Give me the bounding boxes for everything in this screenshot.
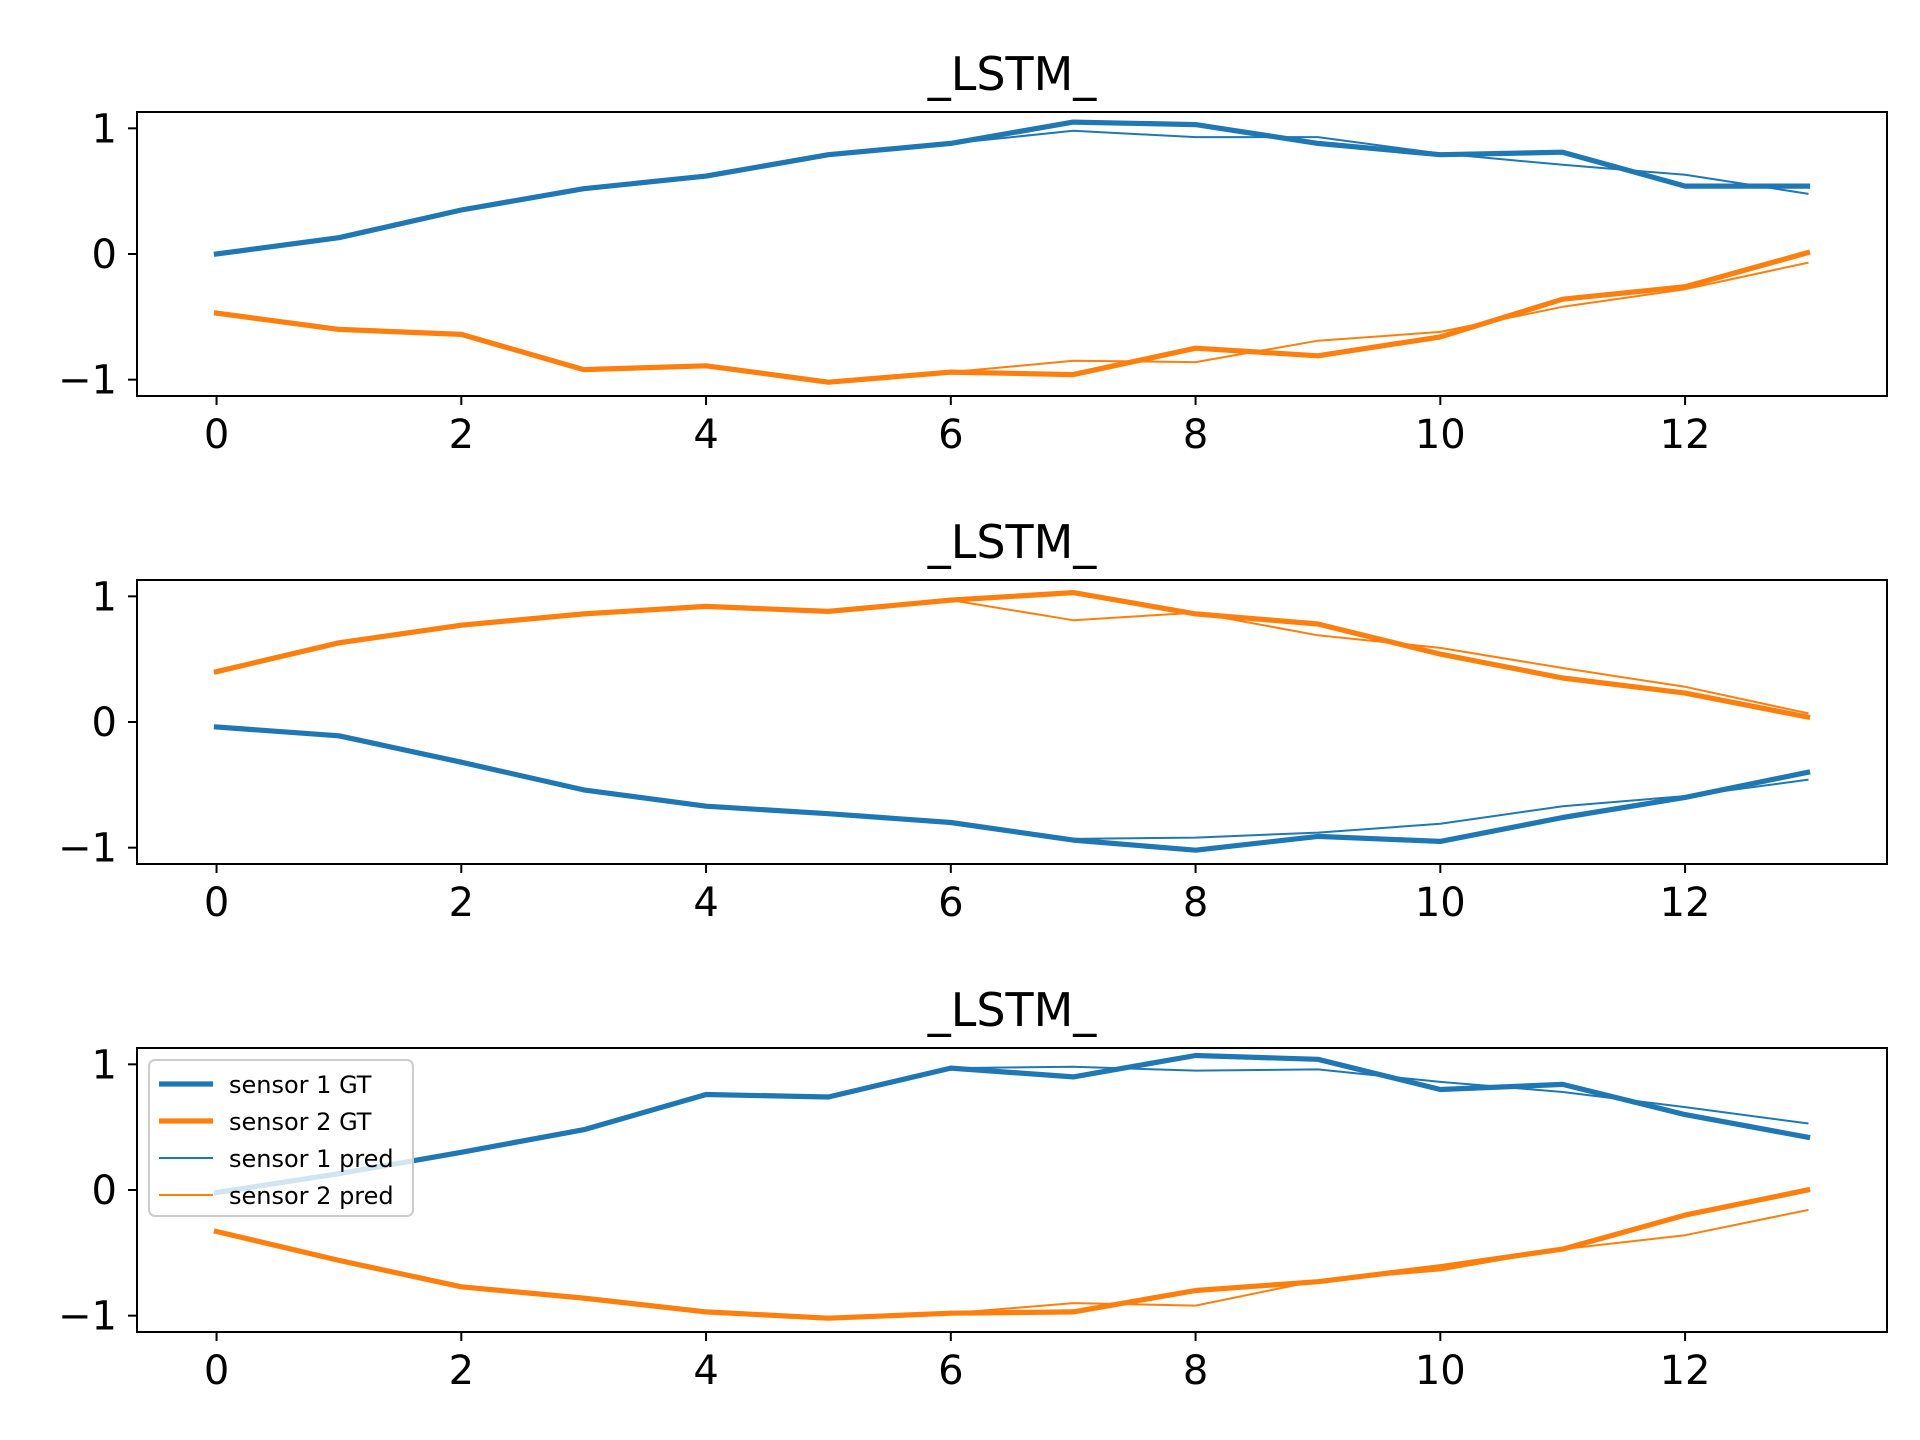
subplot-3: _LSTM_ 0 2 4 6 8 10 12 −1 0 1 sensor 1 GT sensor 2 G… bbox=[58, 983, 1888, 1394]
series-line-s1gt bbox=[213, 724, 1811, 853]
x-tick-label: 8 bbox=[1183, 412, 1208, 458]
x-tick-label: 2 bbox=[449, 1348, 474, 1394]
x-tick-label: 4 bbox=[693, 880, 718, 926]
y-tick-label: 0 bbox=[92, 700, 117, 746]
y-tick-label: 1 bbox=[92, 1042, 117, 1088]
legend-label-s1pred: sensor 1 pred bbox=[229, 1145, 394, 1173]
x-tick-label: 2 bbox=[449, 412, 474, 458]
series-line-s1pred bbox=[215, 1065, 1809, 1194]
y-tick-label: −1 bbox=[58, 1294, 117, 1340]
x-tick-label: 6 bbox=[938, 412, 963, 458]
legend-box bbox=[148, 1059, 414, 1217]
y-tick-label: 0 bbox=[92, 1168, 117, 1214]
series-line-s2pred bbox=[215, 1208, 1809, 1320]
subplot-2: _LSTM_ 0 2 4 6 8 10 12 −1 0 1 bbox=[58, 515, 1888, 926]
plot-area bbox=[213, 589, 1811, 853]
legend-label-s1gt: sensor 1 GT bbox=[229, 1071, 372, 1099]
x-tick-label: 12 bbox=[1660, 1348, 1711, 1394]
series-line-s1pred bbox=[215, 129, 1809, 256]
x-tick-label: 4 bbox=[693, 1348, 718, 1394]
axes-frame bbox=[136, 579, 1888, 865]
subplot-1: _LSTM_ 0 2 4 6 8 10 12 −1 0 1 bbox=[58, 47, 1888, 458]
legend-label-s2pred: sensor 2 pred bbox=[229, 1182, 394, 1210]
x-tick-label: 6 bbox=[938, 1348, 963, 1394]
y-tick-label: 0 bbox=[92, 232, 117, 278]
x-tick-label: 8 bbox=[1183, 880, 1208, 926]
axes-frame bbox=[136, 111, 1888, 397]
chart-title: _LSTM_ bbox=[927, 983, 1098, 1037]
x-tick-label: 8 bbox=[1183, 1348, 1208, 1394]
x-tick-label: 0 bbox=[204, 1348, 229, 1394]
x-tick-label: 0 bbox=[204, 880, 229, 926]
x-tick-label: 4 bbox=[693, 412, 718, 458]
series-line-s2gt bbox=[213, 249, 1811, 385]
legend-label-s2gt: sensor 2 GT bbox=[229, 1108, 372, 1136]
x-tick-label: 6 bbox=[938, 880, 963, 926]
x-tick-label: 0 bbox=[204, 412, 229, 458]
plot-area bbox=[213, 119, 1811, 385]
x-tick-label: 2 bbox=[449, 880, 474, 926]
chart-title: _LSTM_ bbox=[927, 47, 1098, 101]
series-line-s1gt bbox=[213, 119, 1811, 257]
y-tick-label: 1 bbox=[92, 106, 117, 152]
x-tick-label: 10 bbox=[1415, 1348, 1466, 1394]
plot-area bbox=[213, 1052, 1811, 1321]
x-tick-label: 10 bbox=[1415, 412, 1466, 458]
series-line-s2pred bbox=[215, 599, 1809, 715]
legend: sensor 1 GT sensor 2 GT sensor 1 pred senso… bbox=[148, 1059, 414, 1217]
series-line-s1pred bbox=[215, 725, 1809, 840]
series-line-s2gt bbox=[213, 589, 1811, 721]
chart-title: _LSTM_ bbox=[927, 515, 1098, 569]
series-line-s2pred bbox=[215, 261, 1809, 384]
x-tick-label: 12 bbox=[1660, 412, 1711, 458]
y-tick-label: −1 bbox=[58, 826, 117, 872]
x-tick-label: 12 bbox=[1660, 880, 1711, 926]
series-line-s2gt bbox=[213, 1186, 1811, 1321]
y-tick-label: −1 bbox=[58, 358, 117, 404]
series-line-s1gt bbox=[213, 1052, 1811, 1196]
y-tick-label: 1 bbox=[92, 574, 117, 620]
x-tick-label: 10 bbox=[1415, 880, 1466, 926]
